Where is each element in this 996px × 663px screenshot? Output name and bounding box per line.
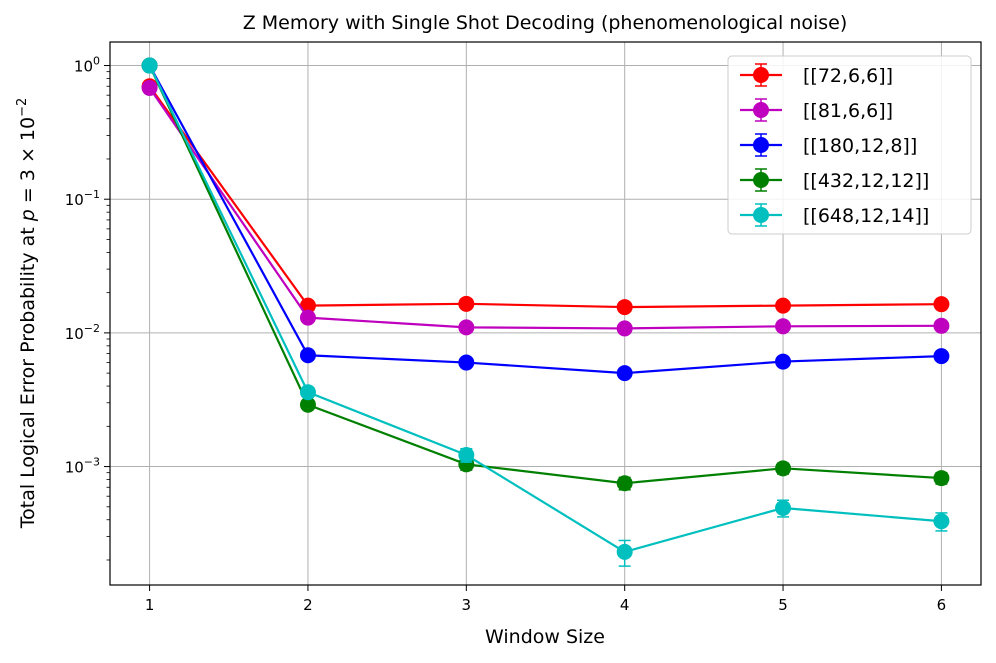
series-line [148,85,942,309]
data-point [299,384,316,401]
y-axis-label-prefix: Total Logical Error Probability at [17,221,39,529]
series-1 [141,79,950,337]
legend-box [727,55,972,235]
series-line [148,87,942,330]
legend-entry-2: [[180,12,8]] [740,133,917,157]
data-point [775,297,792,314]
legend-entry-3: [[432,12,12]] [740,168,929,192]
legend-marker [753,207,769,223]
legend-label: [[72,6,6]] [803,65,893,87]
plot-frame [109,41,982,586]
data-point [458,354,475,371]
data-point [616,543,633,560]
data-point [616,475,633,492]
data-point [616,365,633,382]
data-point [299,297,316,314]
data-point [933,317,950,334]
legend-label: [[648,12,14]] [803,205,929,227]
x-tick-label: 6 [937,596,947,614]
data-point [616,320,633,337]
y-axis-label-exp: −2 [15,98,30,117]
data-point [933,513,950,530]
data-point [775,460,792,477]
data-point [299,396,316,413]
y-axis-label: Total Logical Error Probability at p = 3… [15,98,39,530]
data-point [141,57,158,74]
legend-entry-1: [[81,6,6]] [740,98,893,122]
series-line [148,65,942,485]
legend-entry-4: [[648,12,14]] [740,203,929,227]
chart-title: Z Memory with Single Shot Decoding (phen… [243,12,848,34]
y-axis-ticks: 100 10−1 10−2 10−3 [65,55,110,561]
data-point [933,470,950,487]
legend-marker [753,172,769,188]
data-point [141,79,158,96]
x-tick-label: 2 [303,596,313,614]
y-tick-label: 100 [74,55,100,76]
y-axis-label-eq: = 3 × 10 [17,117,39,209]
legend: [[72,6,6]] [[81,6,6]] [[180,12,8]] [[432,12… [727,55,972,235]
y-axis-label-var: p [17,209,39,222]
x-tick-label: 4 [620,596,630,614]
data-point [775,499,792,516]
x-axis-ticks: 1 2 3 4 5 6 [145,585,946,614]
legend-label: [[81,6,6]] [803,100,893,122]
data-point [933,296,950,313]
series-line [148,65,942,375]
y-tick-label: 10−2 [65,322,100,343]
legend-marker [753,137,769,153]
data-point [458,319,475,336]
x-tick-label: 3 [462,596,472,614]
data-point [775,353,792,370]
y-tick-label: 10−1 [65,188,100,209]
data-point [933,348,950,365]
data-point [299,309,316,326]
x-tick-label: 1 [145,596,155,614]
x-axis-label: Window Size [485,626,605,648]
data-point [616,299,633,316]
data-point [458,447,475,464]
data-point [299,347,316,364]
x-tick-label: 5 [778,596,788,614]
legend-marker [753,102,769,118]
series-layer [141,57,950,567]
legend-label: [[180,12,8]] [803,135,917,157]
data-point [458,295,475,312]
series-4 [141,57,950,567]
data-point [775,318,792,335]
legend-entry-0: [[72,6,6]] [740,63,893,87]
series-line [148,65,942,554]
legend-marker [753,67,769,83]
y-tick-label: 10−3 [65,456,100,477]
legend-label: [[432,12,12]] [803,170,929,192]
